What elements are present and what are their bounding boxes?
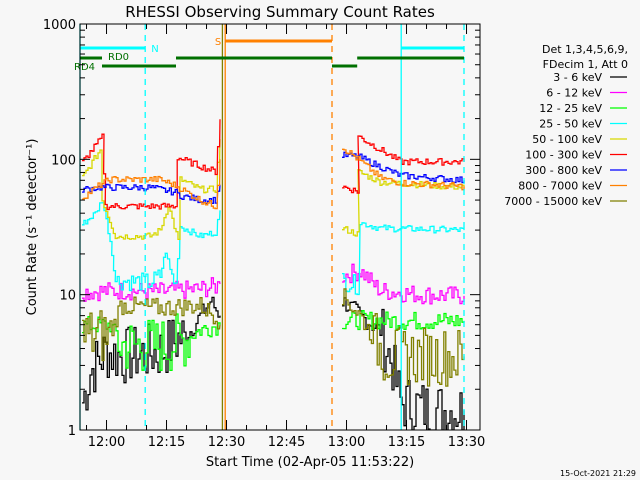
series-line-800-7000keV	[342, 148, 465, 191]
x-tick-label: 13:00	[328, 435, 365, 450]
legend-entry-label: 6 - 12 keV	[546, 87, 602, 100]
flag-label-RD4: RD4	[74, 62, 95, 73]
flag-label-N: N	[151, 44, 158, 55]
timestamp-footer: 15-Oct-2021 21:29	[560, 469, 636, 478]
x-tick-label: 13:15	[388, 435, 425, 450]
series-line-100-300keV	[82, 119, 221, 211]
y-tick-label: 1000	[43, 18, 76, 33]
y-tick-label: 10	[59, 289, 76, 304]
flag-label-S: S	[215, 37, 221, 48]
y-tick-label: 100	[51, 153, 76, 168]
legend-entry-label: 100 - 300 keV	[525, 149, 602, 162]
x-tick-label: 12:00	[88, 435, 125, 450]
series-line-3-6keV	[82, 296, 221, 411]
legend: Det 1,3,4,5,6,9, FDecim 1, Att 03 - 6 keV…	[504, 43, 628, 208]
series-line-7000-15000keV	[342, 288, 465, 387]
legend-entry-label: 300 - 800 keV	[525, 164, 602, 177]
x-tick-label: 12:30	[208, 435, 245, 450]
y-axis-label: Count Rate (s⁻¹ detector⁻¹)	[25, 139, 40, 316]
y-tick-label: 1	[68, 424, 76, 439]
series-line-7000-15000keV	[82, 296, 221, 362]
legend-entry-label: 3 - 6 keV	[553, 71, 602, 84]
plot-frame	[79, 23, 481, 431]
legend-entry-label: 25 - 50 keV	[539, 118, 602, 131]
series-line-100-300keV	[342, 135, 465, 194]
series-group	[82, 119, 465, 430]
x-tick-label: 12:45	[268, 435, 305, 450]
series-line-6-12keV	[342, 263, 465, 305]
series-line-12-25keV	[342, 310, 465, 331]
legend-entry-label: 7000 - 15000 keV	[504, 195, 602, 208]
x-tick-label: 13:30	[448, 435, 485, 450]
series-line-6-12keV	[82, 277, 221, 302]
plot-area: N S RD0 RD4 1 10 100 1000 12:00 12:15 12:30 12:45 13…	[43, 18, 485, 450]
flag-label-RD0: RD0	[108, 52, 129, 63]
legend-header: Det 1,3,4,5,6,9,	[542, 43, 628, 56]
x-axis-label: Start Time (02-Apr-05 11:53:22)	[206, 455, 414, 470]
legend-entry-label: 12 - 25 keV	[539, 102, 602, 115]
series-line-12-25keV	[82, 313, 221, 372]
x-tick-label: 12:15	[148, 435, 185, 450]
chart-title: RHESSI Observing Summary Count Rates	[125, 3, 435, 21]
legend-entry-label: 50 - 100 keV	[532, 133, 602, 146]
series-line-300-800keV	[342, 151, 465, 184]
series-line-800-7000keV	[82, 159, 221, 210]
series-line-25-50keV	[342, 222, 465, 296]
legend-entry-label: 800 - 7000 keV	[518, 180, 602, 193]
series-line-50-100keV	[82, 139, 221, 241]
legend-header: FDecim 1, Att 0	[543, 58, 628, 71]
